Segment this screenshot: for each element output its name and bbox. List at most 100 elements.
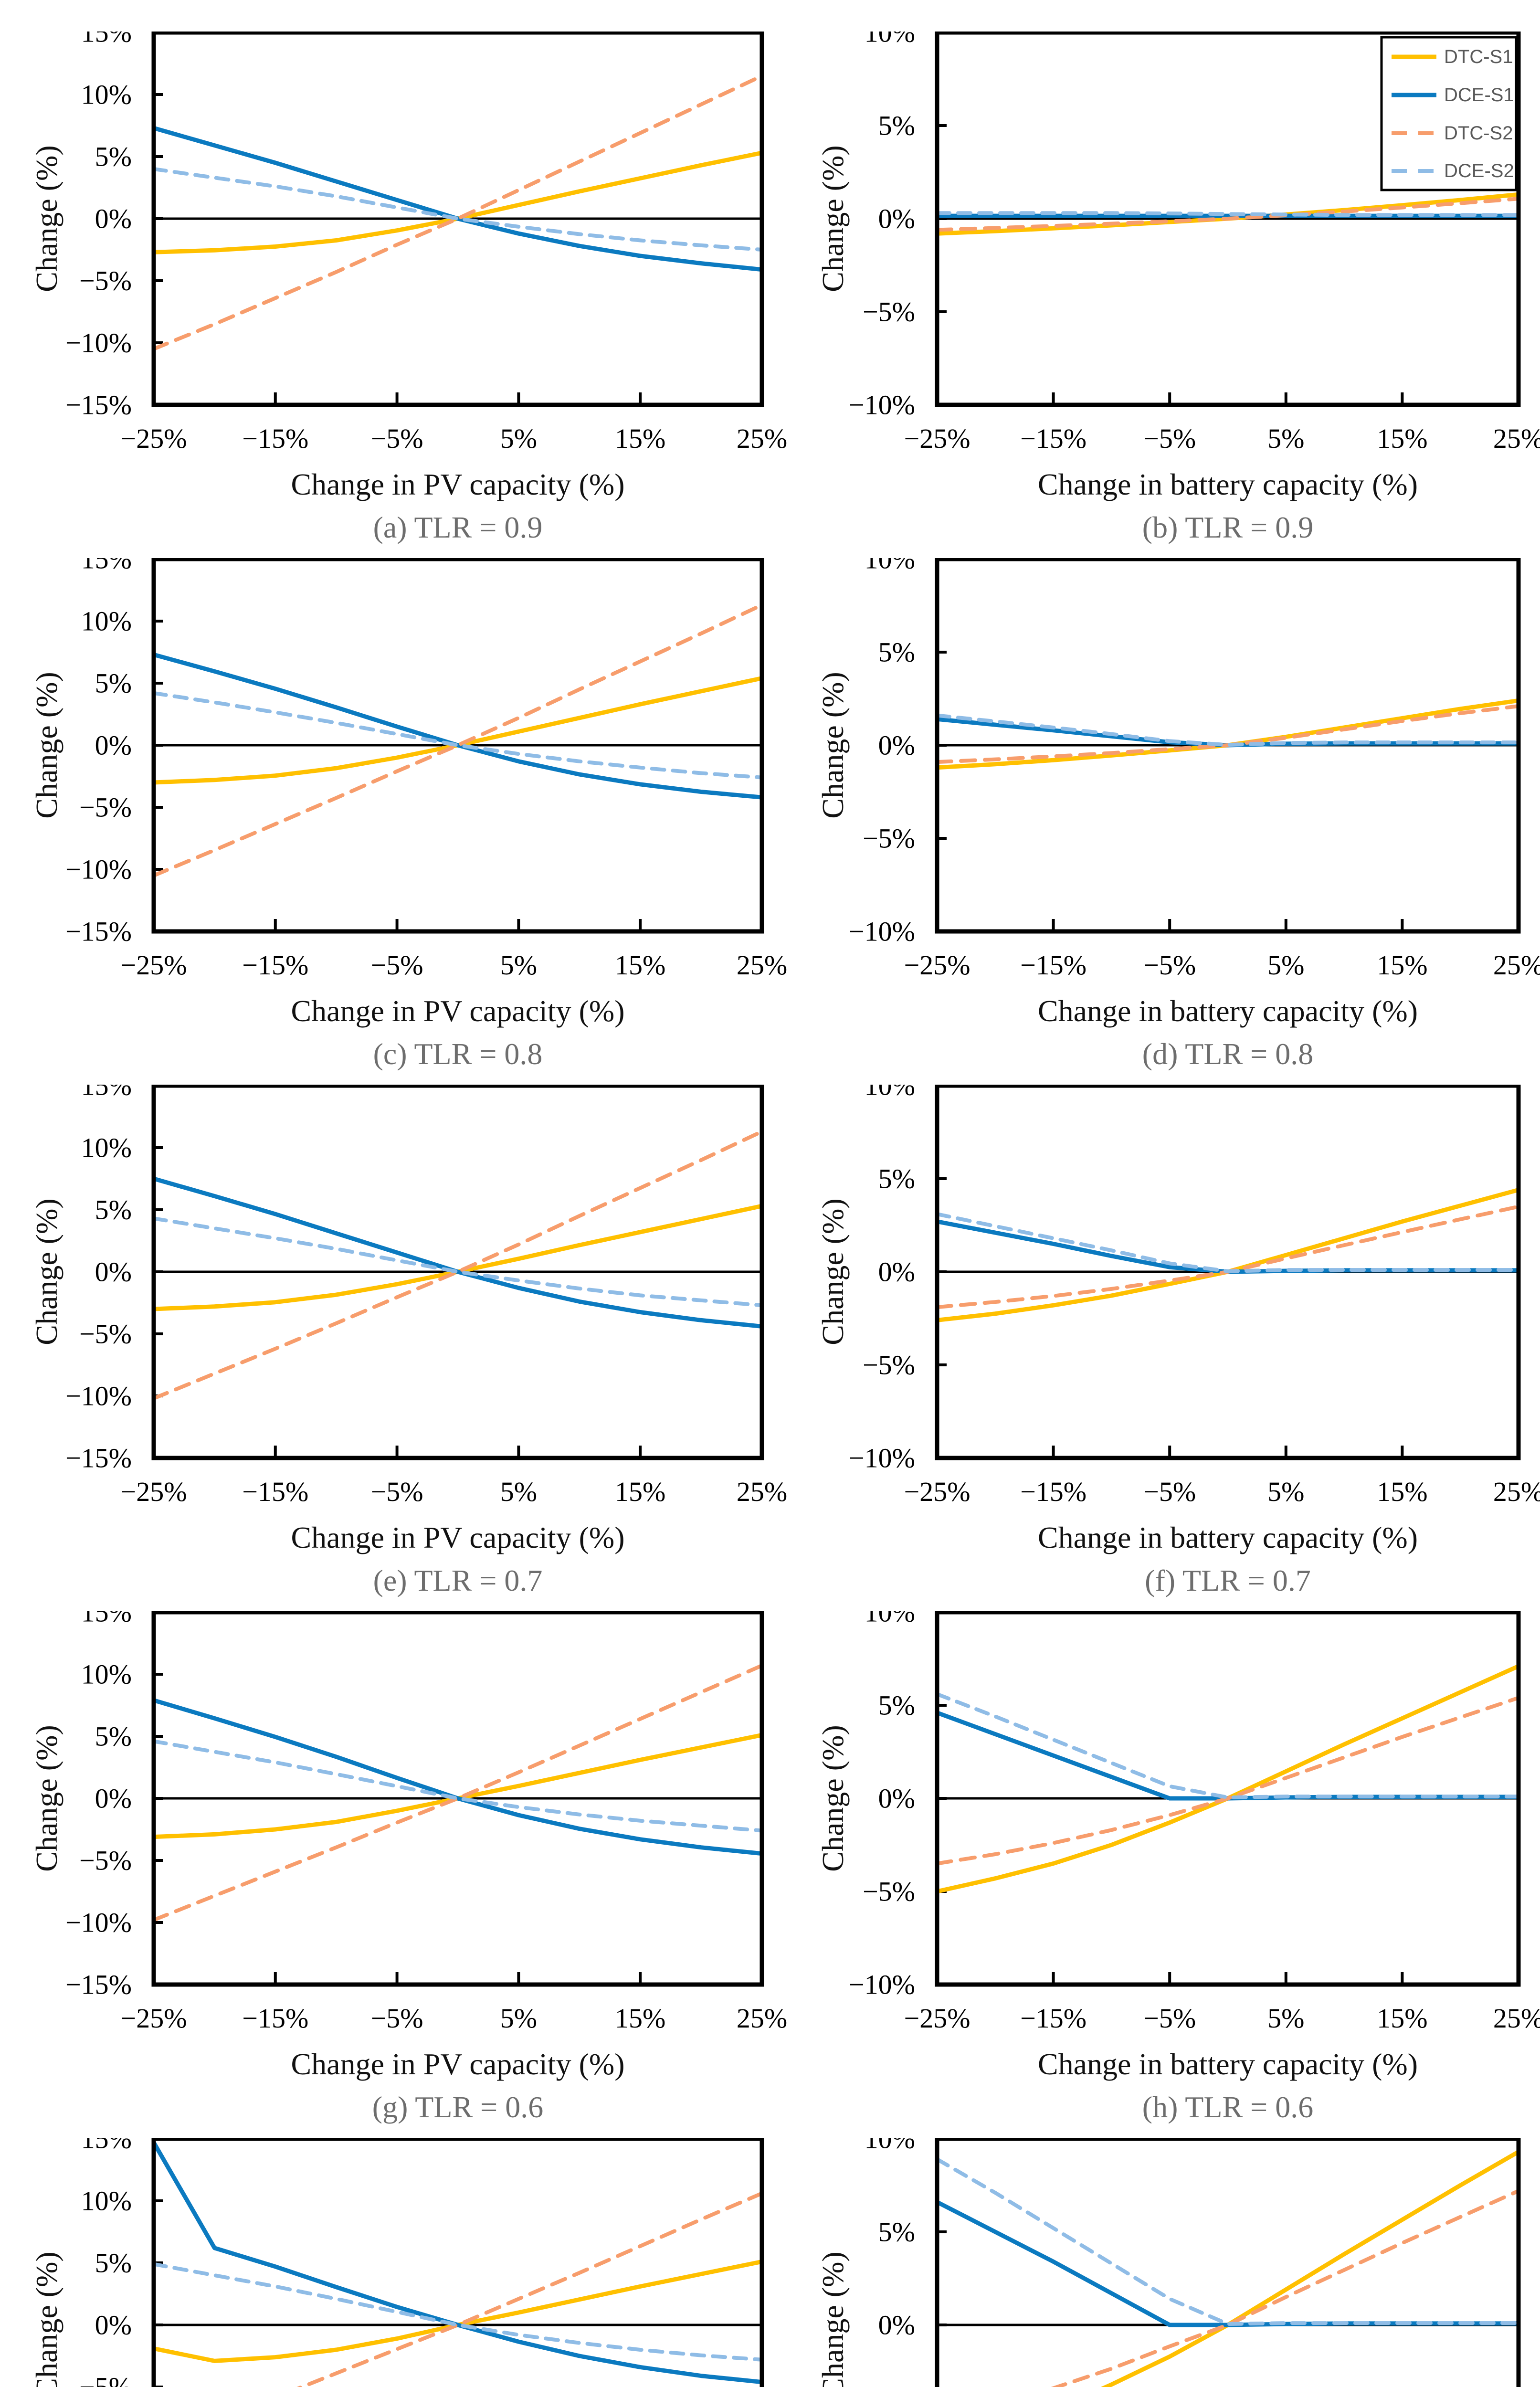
panel-caption: (c) TLR = 0.8	[373, 1037, 543, 1071]
y-tick-label: 10%	[865, 558, 915, 575]
series-line-DCE-S1	[937, 2200, 1519, 2327]
panel-c: Change (%) 15% 10% 5% 0% −5% −10% −15% −25% −15%…	[19, 558, 789, 1085]
panel-caption: (b) TLR = 0.9	[1142, 510, 1314, 544]
y-tick-label: 5%	[878, 637, 915, 668]
x-tick-label: −25%	[904, 423, 970, 454]
x-tick-label: 25%	[737, 2003, 787, 2034]
plot-border	[151, 1611, 764, 1987]
y-tick-label: 5%	[878, 2217, 915, 2248]
y-tick-label: 5%	[878, 110, 915, 141]
series-line-DCE-S1	[154, 2140, 762, 2385]
legend-box	[1380, 36, 1518, 191]
y-tick-label: 15%	[81, 558, 132, 575]
plot-i: 15%10%5%0%−5%−10%−15%−25%−15%−5%5%15%25%	[79, 2138, 764, 2387]
y-tick-label: 5%	[878, 1163, 915, 1194]
x-tick-label: −15%	[242, 950, 308, 981]
legend: DTC-S1 DCE-S1 DTC-S2 DCE-S2	[1380, 36, 1518, 191]
plot-border	[935, 558, 1521, 934]
plot-border	[151, 2138, 764, 2387]
x-tick-label: 15%	[1377, 950, 1427, 981]
y-tick-label: 15%	[81, 1085, 132, 1101]
y-tick-label: 5%	[95, 2248, 132, 2279]
x-tick-label: −15%	[242, 423, 308, 454]
x-tick-label: −25%	[120, 2003, 187, 2034]
plot-border	[151, 1085, 764, 1460]
y-tick-label: 10%	[81, 2186, 132, 2217]
plot-border	[935, 1611, 1521, 1987]
y-tick-label: −15%	[65, 390, 132, 421]
y-tick-label: −10%	[65, 854, 132, 885]
series-line-DCE-S2	[154, 167, 762, 252]
series-line-DCE-S2	[937, 211, 1519, 217]
x-tick-label: −25%	[120, 950, 187, 981]
y-tick-label: −5%	[79, 265, 132, 296]
series-line-DTC-S1	[154, 1204, 762, 1311]
series-line-DTC-S1	[154, 676, 762, 785]
x-tick-label: −5%	[1143, 950, 1196, 981]
x-tick-label: 15%	[615, 1476, 665, 1507]
x-axis-title: Change in battery capacity (%)	[1037, 2047, 1418, 2081]
plot-c: 15%10%5%0%−5%−10%−15%−25% −15% −5% 5% 15% 25%	[65, 558, 787, 981]
x-tick-label: −15%	[1020, 423, 1086, 454]
series-line-DCE-S2	[154, 2262, 762, 2362]
x-tick-label: 15%	[1377, 2003, 1427, 2034]
series-line-DCE-S1	[154, 652, 762, 800]
series-line-DTC-S2	[1051, 2189, 1519, 2387]
x-tick-label: −25%	[904, 950, 970, 981]
x-tick-label: −25%	[904, 1476, 970, 1507]
x-tick-label: 25%	[1493, 423, 1540, 454]
series-line-DTC-S2	[937, 197, 1519, 232]
y-tick-label: 0%	[95, 1257, 132, 1288]
panel-b: Change (%) 10% 5% 0% −5% −10% −25% −15% −5% 5% 15…	[789, 32, 1540, 558]
series-group	[937, 1664, 1519, 1894]
series-line-DTC-S2	[154, 74, 762, 351]
series-line-DTC-S1	[154, 1732, 762, 1839]
plot-e: 15%10%5%0%−5%−10%−15%−25% −15% −5% 5% 15% 25%	[65, 1085, 787, 1507]
y-tick-label: −10%	[65, 1907, 132, 1938]
plot-g: 15%10%5%0%−5%−10%−15%−25% −15% −5% 5% 15% 25%	[65, 1611, 787, 2034]
y-tick-label: 5%	[95, 141, 132, 172]
y-tick-label: 5%	[95, 1721, 132, 1752]
plot-b: 10%5%0%−5%−10%−25% −15% −5% 5% 15% 25%DTC-S1D…	[849, 32, 1540, 454]
x-tick-label: −25%	[120, 423, 187, 454]
y-tick-label: 0%	[95, 2310, 132, 2341]
x-tick-label: −5%	[371, 2003, 423, 2034]
x-tick-label: 25%	[737, 423, 787, 454]
x-tick-label: 5%	[500, 950, 537, 981]
plot-j: 10%5%0%−5%−10%−25%−15%−5%5%15%25%	[865, 2138, 1521, 2387]
panel-e: Change (%) 15% 10% 5% 0% −5% −10% −15% −25% −15%…	[19, 1085, 789, 1611]
y-tick-label: −5%	[79, 1845, 132, 1876]
legend-label: DTC-S1	[1444, 46, 1513, 67]
series-group	[937, 698, 1519, 770]
legend-label: DCE-S1	[1444, 84, 1514, 106]
x-tick-label: 5%	[1267, 2003, 1304, 2034]
panel-caption: (h) TLR = 0.6	[1142, 2090, 1314, 2124]
panel-g: Change (%) 15% 10% 5% 0% −5% −10% −15% −25% −15%…	[19, 1611, 789, 2138]
series-line-DCE-S2	[937, 713, 1519, 747]
series-line-DTC-S2	[154, 1663, 762, 1922]
y-tick-label: −15%	[65, 916, 132, 947]
x-tick-label: 25%	[737, 1476, 787, 1507]
y-tick-label: −10%	[65, 1381, 132, 1412]
plot-border	[151, 32, 764, 407]
panel-caption: (e) TLR = 0.7	[373, 1563, 543, 1597]
y-tick-label: 10%	[865, 2138, 915, 2155]
x-axis-title: Change in battery capacity (%)	[1037, 1521, 1418, 1554]
panel-f: Change (%) 10% 5% 0% −5% −10% −25% −15% −5% 5% 15…	[789, 1085, 1540, 1611]
x-tick-label: 5%	[1267, 950, 1304, 981]
y-tick-label: 0%	[878, 203, 915, 234]
series-line-DCE-S1	[937, 1219, 1519, 1274]
plot-border	[151, 558, 764, 934]
series-line-DTC-S2	[154, 603, 762, 877]
x-tick-label: −15%	[1020, 1476, 1086, 1507]
y-tick-label: −10%	[849, 1443, 915, 1474]
series-group	[937, 2149, 1519, 2387]
y-tick-label: −5%	[863, 1350, 915, 1381]
panel-a: Change (%) 15% 10% 5% 0% −5% −10% −15% −25% −15%…	[19, 32, 789, 558]
x-tick-label: 15%	[615, 950, 665, 981]
plot-f: 10% 5% 0% −5% −10%−25% −15% −5% 5% 15% 25%	[849, 1085, 1540, 1507]
plot-d: 10% 5% 0% −5% −10%−25% −15% −5% 5% 15% 25%	[849, 558, 1540, 981]
y-tick-label: −10%	[849, 916, 915, 947]
y-tick-label: 10%	[865, 32, 915, 48]
